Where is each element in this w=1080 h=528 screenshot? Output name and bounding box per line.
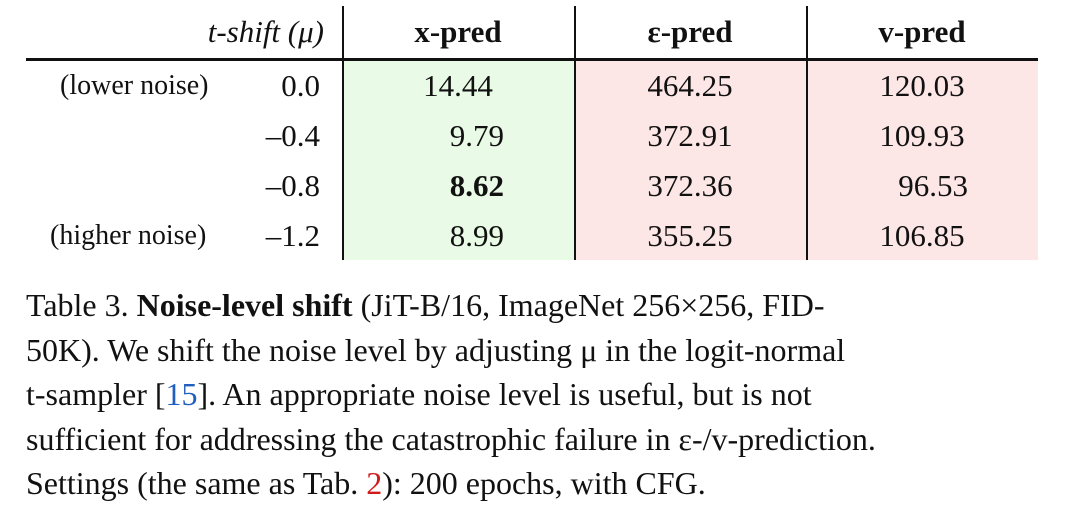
x-pred-column-highlight [342,60,574,260]
row-note: (higher noise) [50,220,207,251]
header-eps-pred: ε-pred [574,15,806,49]
caption-text: ): 200 epochs, with CFG. [382,465,706,501]
column-divider [342,6,344,260]
v-pred-value: 120.03 [879,68,965,103]
v-pred-label: v-pred [878,14,966,49]
caption-text: t-sampler [ [26,376,166,412]
header-shift-label: t-shift (μ) [26,15,324,49]
mu-value: –1.2 [265,218,320,253]
caption-line: Table 3. Noise-level shift (JiT-B/16, Im… [26,283,1056,328]
caption-line: sufficient for addressing the catastroph… [26,420,876,457]
caption-text: ]. An appropriate noise level is useful,… [197,376,812,412]
eps-pred-value: 355.25 [647,218,733,253]
mu-value: –0.4 [265,118,320,153]
x-pred-value: 8.99 [449,218,504,253]
caption-text: Settings (the same as Tab. [26,465,367,501]
header-v-pred: v-pred [806,15,1038,49]
x-pred-label: x-pred [414,14,502,49]
x-pred-best-value: 8.62 [449,168,504,203]
caption-line: t-sampler [15]. An appropriate noise lev… [26,372,1056,417]
mu-value: –0.8 [265,168,320,203]
x-pred-value: 9.79 [449,118,504,153]
table-caption: Table 3. Noise-level shift (JiT-B/16, Im… [26,283,1056,506]
caption-line: 50K). We shift the noise level by adjust… [26,331,846,368]
caption-line: Settings (the same as Tab. 2): 200 epoch… [26,461,1056,506]
eps-pred-value: 372.36 [647,168,733,203]
eps-pred-value: 464.25 [647,68,733,103]
v-pred-value: 106.85 [879,218,965,253]
row-note: (lower noise) [60,70,209,101]
caption-prefix: Table 3. [26,287,129,323]
mu-value: 0.0 [281,68,320,103]
header-x-pred: x-pred [342,15,574,49]
v-pred-value: 96.53 [898,168,968,203]
table-ref-link[interactable]: 2 [366,465,383,501]
shift-label-text: t-shift (μ) [207,14,324,49]
x-pred-value: 14.44 [423,68,493,103]
caption-title: Noise-level shift [136,287,353,323]
column-divider [574,6,576,260]
eps-pred-value: 372.91 [647,118,733,153]
eps-pred-label: ε-pred [647,14,733,49]
header-rule [26,58,1038,61]
caption-text: (JiT-B/16, ImageNet 256×256, FID- [360,287,825,323]
column-divider [806,6,808,260]
v-pred-value: 109.93 [879,118,965,153]
results-table: t-shift (μ) x-pred ε-pred v-pred (lower … [26,6,1038,260]
citation-link[interactable]: 15 [165,376,198,412]
